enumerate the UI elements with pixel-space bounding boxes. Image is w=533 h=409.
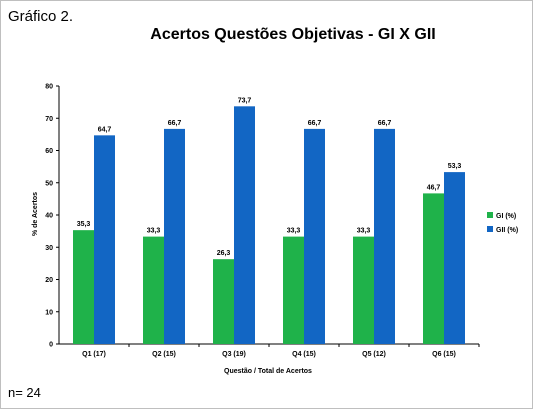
bar-gii <box>374 128 395 344</box>
data-label-gi: 33,3 <box>287 228 301 235</box>
y-tick-label: 20 <box>45 277 53 284</box>
y-tick-label: 70 <box>45 116 53 123</box>
bar-gi <box>423 193 444 344</box>
data-label-gi: 46,7 <box>427 184 441 191</box>
data-label-gi: 33,3 <box>357 228 371 235</box>
y-axis-title: % de Acertos <box>32 192 39 236</box>
x-tick-label: Q1 (17) <box>82 351 106 358</box>
bar-gii <box>444 172 465 344</box>
y-tick-label: 60 <box>45 148 53 155</box>
bar-gi <box>353 236 374 344</box>
bar-gi <box>73 230 94 344</box>
data-label-gii: 64,7 <box>98 126 112 133</box>
bar-gii <box>94 135 115 344</box>
legend-swatch-gi <box>487 212 493 218</box>
sample-size-note: n= 24 <box>8 385 41 400</box>
y-tick-label: 80 <box>45 84 53 91</box>
bar-gii <box>164 128 185 344</box>
chart-title: Acertos Questões Objetivas - GI X GII <box>150 26 435 43</box>
y-tick-label: 30 <box>45 245 53 252</box>
figure-caption: Gráfico 2. <box>8 8 74 25</box>
y-tick-label: 50 <box>45 180 53 187</box>
bar-gii <box>304 128 325 344</box>
y-tick-label: 40 <box>45 213 53 220</box>
data-label-gi: 35,3 <box>77 221 91 228</box>
legend-label-gi: GI (%) <box>496 213 516 220</box>
data-label-gii: 73,7 <box>238 97 252 104</box>
x-tick-label: Q2 (15) <box>152 351 176 358</box>
data-label-gii: 53,3 <box>448 163 462 170</box>
bar-gi <box>283 236 304 344</box>
legend-label-gii: GII (%) <box>496 227 518 234</box>
bar-gii <box>234 106 255 344</box>
x-tick-label: Q5 (12) <box>362 351 386 358</box>
x-tick-label: Q6 (15) <box>432 351 456 358</box>
data-label-gii: 66,7 <box>378 120 392 127</box>
x-axis-title: Questão / Total de Acertos <box>224 368 312 375</box>
y-tick-label: 10 <box>45 309 53 316</box>
x-tick-label: Q4 (15) <box>292 351 316 358</box>
data-label-gi: 26,3 <box>217 250 231 257</box>
y-tick-label: 0 <box>49 342 53 349</box>
x-tick-label: Q3 (19) <box>222 351 246 358</box>
bar-gi <box>213 259 234 344</box>
legend-swatch-gii <box>487 226 493 232</box>
plot-area: 0 10 20 30 40 50 60 70 80 Q1 (17) 35,3 64,7 Q2 (15) 3… <box>45 84 480 358</box>
data-label-gii: 66,7 <box>308 120 322 127</box>
legend: GI (%) GII (%) <box>487 212 518 234</box>
bar-gi <box>143 236 164 344</box>
data-label-gii: 66,7 <box>168 120 182 127</box>
data-label-gi: 33,3 <box>147 228 161 235</box>
